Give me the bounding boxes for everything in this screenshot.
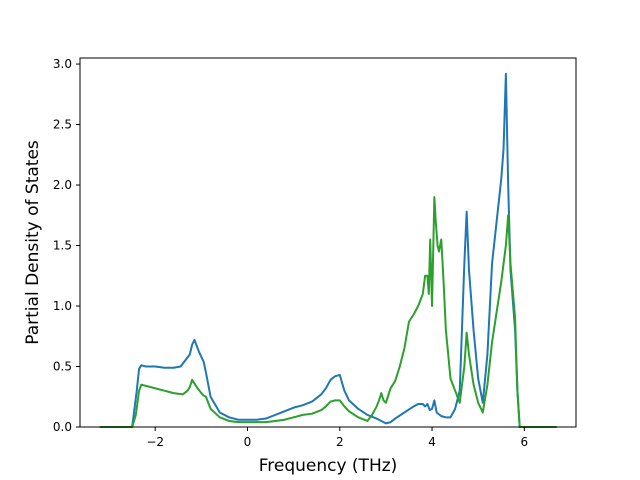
y-tick-label: 2.5 <box>53 118 72 132</box>
y-tick-label: 1.5 <box>53 239 72 253</box>
y-tick-label: 3.0 <box>53 57 72 71</box>
x-tick-label: 2 <box>336 435 344 449</box>
x-axis-label: Frequency (THz) <box>259 456 398 476</box>
x-tick-label: 4 <box>428 435 436 449</box>
y-tick-label: 0.0 <box>53 420 72 434</box>
x-tick-label: −2 <box>146 435 164 449</box>
x-tick-label: 0 <box>244 435 252 449</box>
y-tick-label: 2.0 <box>53 178 72 192</box>
plot-area <box>79 57 577 428</box>
x-tick-label: 6 <box>521 435 529 449</box>
axes-frame <box>79 57 577 428</box>
series-layer <box>99 72 557 428</box>
y-axis-label: Partial Density of States <box>23 140 43 345</box>
x-axis-ticks: −2 0 2 4 6 <box>146 427 528 449</box>
y-axis-ticks: 0.0 0.5 1.0 1.5 2.0 2.5 3.0 <box>53 57 80 434</box>
series-line-1 <box>99 72 557 428</box>
series-line-2 <box>99 196 557 428</box>
y-tick-label: 0.5 <box>53 360 72 374</box>
y-tick-label: 1.0 <box>53 299 72 313</box>
